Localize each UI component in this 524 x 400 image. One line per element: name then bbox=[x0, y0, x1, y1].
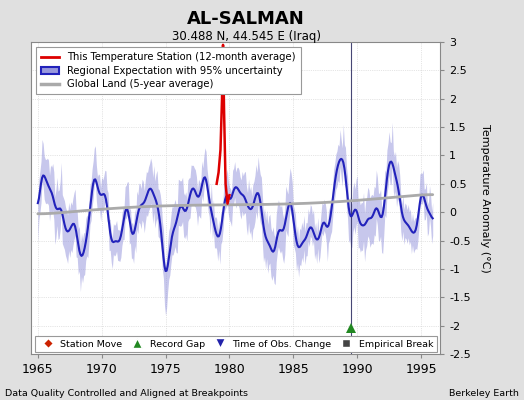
Text: Berkeley Earth: Berkeley Earth bbox=[449, 389, 519, 398]
Y-axis label: Temperature Anomaly (°C): Temperature Anomaly (°C) bbox=[481, 124, 490, 272]
Text: AL-SALMAN: AL-SALMAN bbox=[188, 10, 305, 28]
Text: 30.488 N, 44.545 E (Iraq): 30.488 N, 44.545 E (Iraq) bbox=[172, 30, 321, 43]
Text: Data Quality Controlled and Aligned at Breakpoints: Data Quality Controlled and Aligned at B… bbox=[5, 389, 248, 398]
Legend: Station Move, Record Gap, Time of Obs. Change, Empirical Break: Station Move, Record Gap, Time of Obs. C… bbox=[35, 336, 437, 352]
